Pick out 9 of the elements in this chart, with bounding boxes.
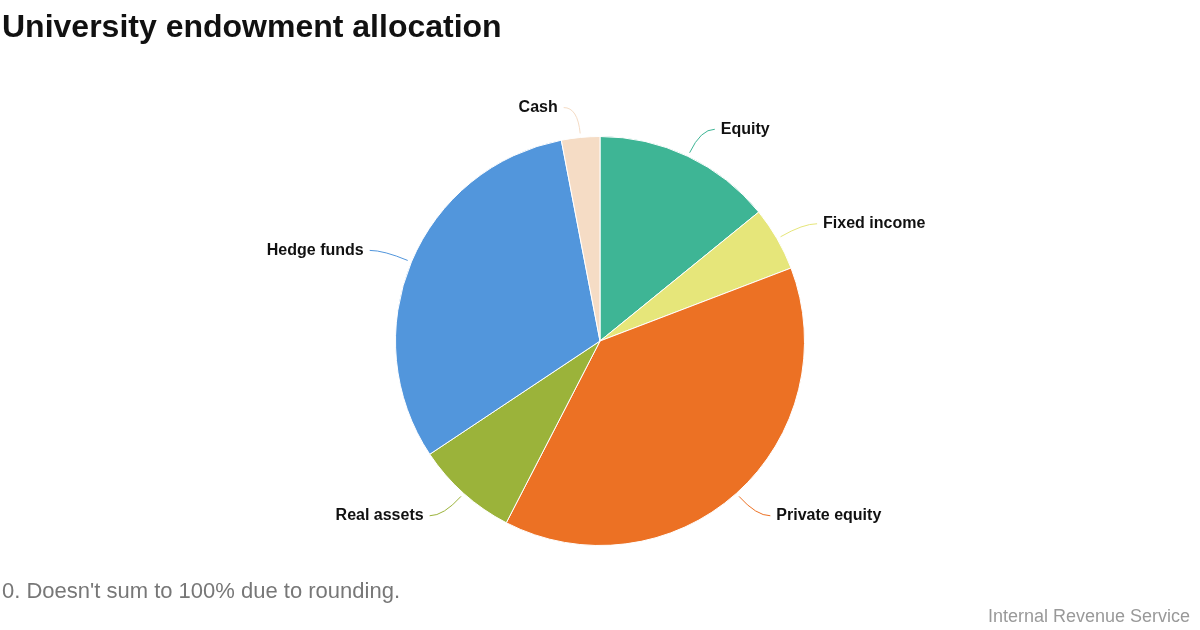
slice-label: Hedge funds	[266, 240, 364, 258]
text: 0. Doesn't sum to 100% due to rounding.	[2, 578, 401, 604]
slice-label: Cash	[518, 97, 558, 115]
slice-label: Equity	[720, 119, 770, 137]
slice-label: Fixed income	[823, 214, 926, 232]
text: Internal Revenue Service	[987, 606, 1190, 627]
slice-label: Real assets	[335, 506, 424, 524]
chart-title: University endowment allocation	[2, 8, 502, 45]
slice-label: Private equity	[776, 506, 882, 524]
